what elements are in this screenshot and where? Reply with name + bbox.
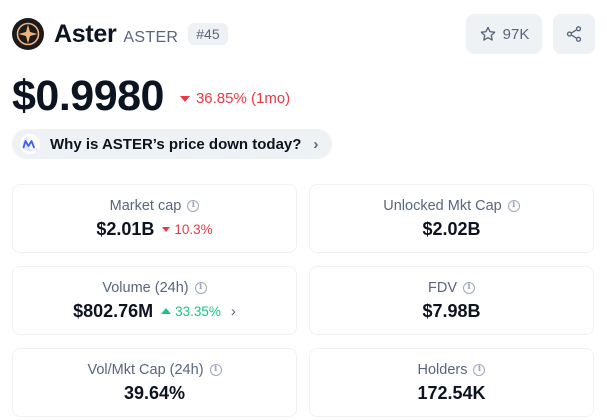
share-button[interactable]	[553, 14, 595, 54]
market-cap-card: Market cap i $2.01B 10.3%	[12, 184, 297, 253]
chevron-right-icon[interactable]: ›	[230, 302, 236, 320]
down-triangle-icon	[162, 226, 171, 232]
info-icon[interactable]: i	[194, 281, 207, 294]
up-triangle-icon	[161, 308, 172, 314]
vol-mkt-cap-label: Vol/Mkt Cap (24h)	[87, 361, 204, 378]
vol-mkt-cap-label-row: Vol/Mkt Cap (24h) i	[87, 361, 222, 378]
price-change-text: 36.85% (1mo)	[195, 90, 291, 107]
why-price-down-button[interactable]: Why is ASTER’s price down today? ›	[12, 129, 333, 159]
fdv-label-row: FDV i	[428, 280, 475, 296]
unlocked-mkt-cap-card: Unlocked Mkt Cap i $2.02B	[309, 184, 594, 253]
vol-mkt-cap-value: 39.64%	[123, 382, 186, 403]
market-cap-value: $2.01B	[96, 218, 155, 239]
volume-change: 33.35%	[161, 304, 221, 319]
coin-name: Aster	[54, 19, 117, 48]
unlocked-mkt-cap-value: $2.02B	[422, 218, 481, 239]
watchlist-button[interactable]: 97K	[466, 14, 542, 54]
watchlist-count: 97K	[502, 25, 530, 43]
holders-label: Holders	[417, 361, 468, 378]
share-icon	[566, 26, 582, 42]
chevron-right-icon: ›	[313, 135, 319, 153]
volume-card[interactable]: Volume (24h) i $802.76M 33.35% ›	[12, 266, 297, 335]
market-cap-value-row: $2.01B 10.3%	[96, 219, 212, 240]
unlocked-mkt-cap-value-row: $2.02B	[422, 219, 480, 240]
info-icon[interactable]: i	[507, 199, 520, 212]
price-row: $0.9980 36.85% (1mo)	[12, 72, 290, 121]
fdv-value-row: $7.98B	[422, 301, 480, 322]
fdv-value: $7.98B	[422, 300, 481, 321]
market-cap-label-row: Market cap i	[110, 198, 200, 214]
market-cap-change-text: 10.3%	[174, 221, 213, 237]
market-cap-change: 10.3%	[162, 221, 213, 237]
fdv-label: FDV	[428, 279, 457, 296]
volume-value: $802.76M	[73, 300, 154, 321]
volume-change-text: 33.35%	[175, 303, 221, 319]
fdv-card: FDV i $7.98B	[309, 266, 594, 335]
holders-label-row: Holders i	[418, 362, 486, 378]
why-price-down-label: Why is ASTER’s price down today?	[50, 135, 302, 153]
vol-mkt-cap-card: Vol/Mkt Cap (24h) i 39.64%	[12, 348, 297, 417]
stats-grid: Market cap i $2.01B 10.3% Unlocked Mkt C…	[12, 184, 594, 417]
holders-value-row: 172.54K	[417, 383, 485, 404]
aster-logo-icon	[12, 18, 44, 50]
volume-value-row: $802.76M 33.35% ›	[73, 301, 236, 322]
unlocked-mkt-cap-label: Unlocked Mkt Cap	[383, 197, 502, 214]
info-icon[interactable]: i	[473, 363, 486, 376]
holders-card: Holders i 172.54K	[309, 348, 594, 417]
info-icon[interactable]: i	[209, 363, 222, 376]
rank-badge: #45	[188, 23, 228, 45]
info-icon[interactable]: i	[463, 281, 475, 294]
ai-assistant-icon	[20, 134, 40, 154]
volume-label: Volume (24h)	[102, 279, 189, 296]
coin-symbol: ASTER	[123, 29, 179, 46]
down-triangle-icon	[179, 95, 190, 102]
price-value: $0.9980	[12, 72, 164, 120]
info-icon[interactable]: i	[187, 199, 200, 212]
price-change: 36.85% (1mo)	[179, 90, 291, 107]
star-icon	[480, 26, 495, 41]
market-cap-label: Market cap	[109, 197, 182, 214]
volume-label-row: Volume (24h) i	[102, 279, 207, 296]
unlocked-mkt-cap-label-row: Unlocked Mkt Cap i	[383, 197, 520, 214]
vol-mkt-cap-value-row: 39.64%	[124, 383, 185, 404]
holders-value: 172.54K	[417, 382, 486, 403]
coin-header: Aster ASTER #45 97K	[12, 13, 595, 55]
